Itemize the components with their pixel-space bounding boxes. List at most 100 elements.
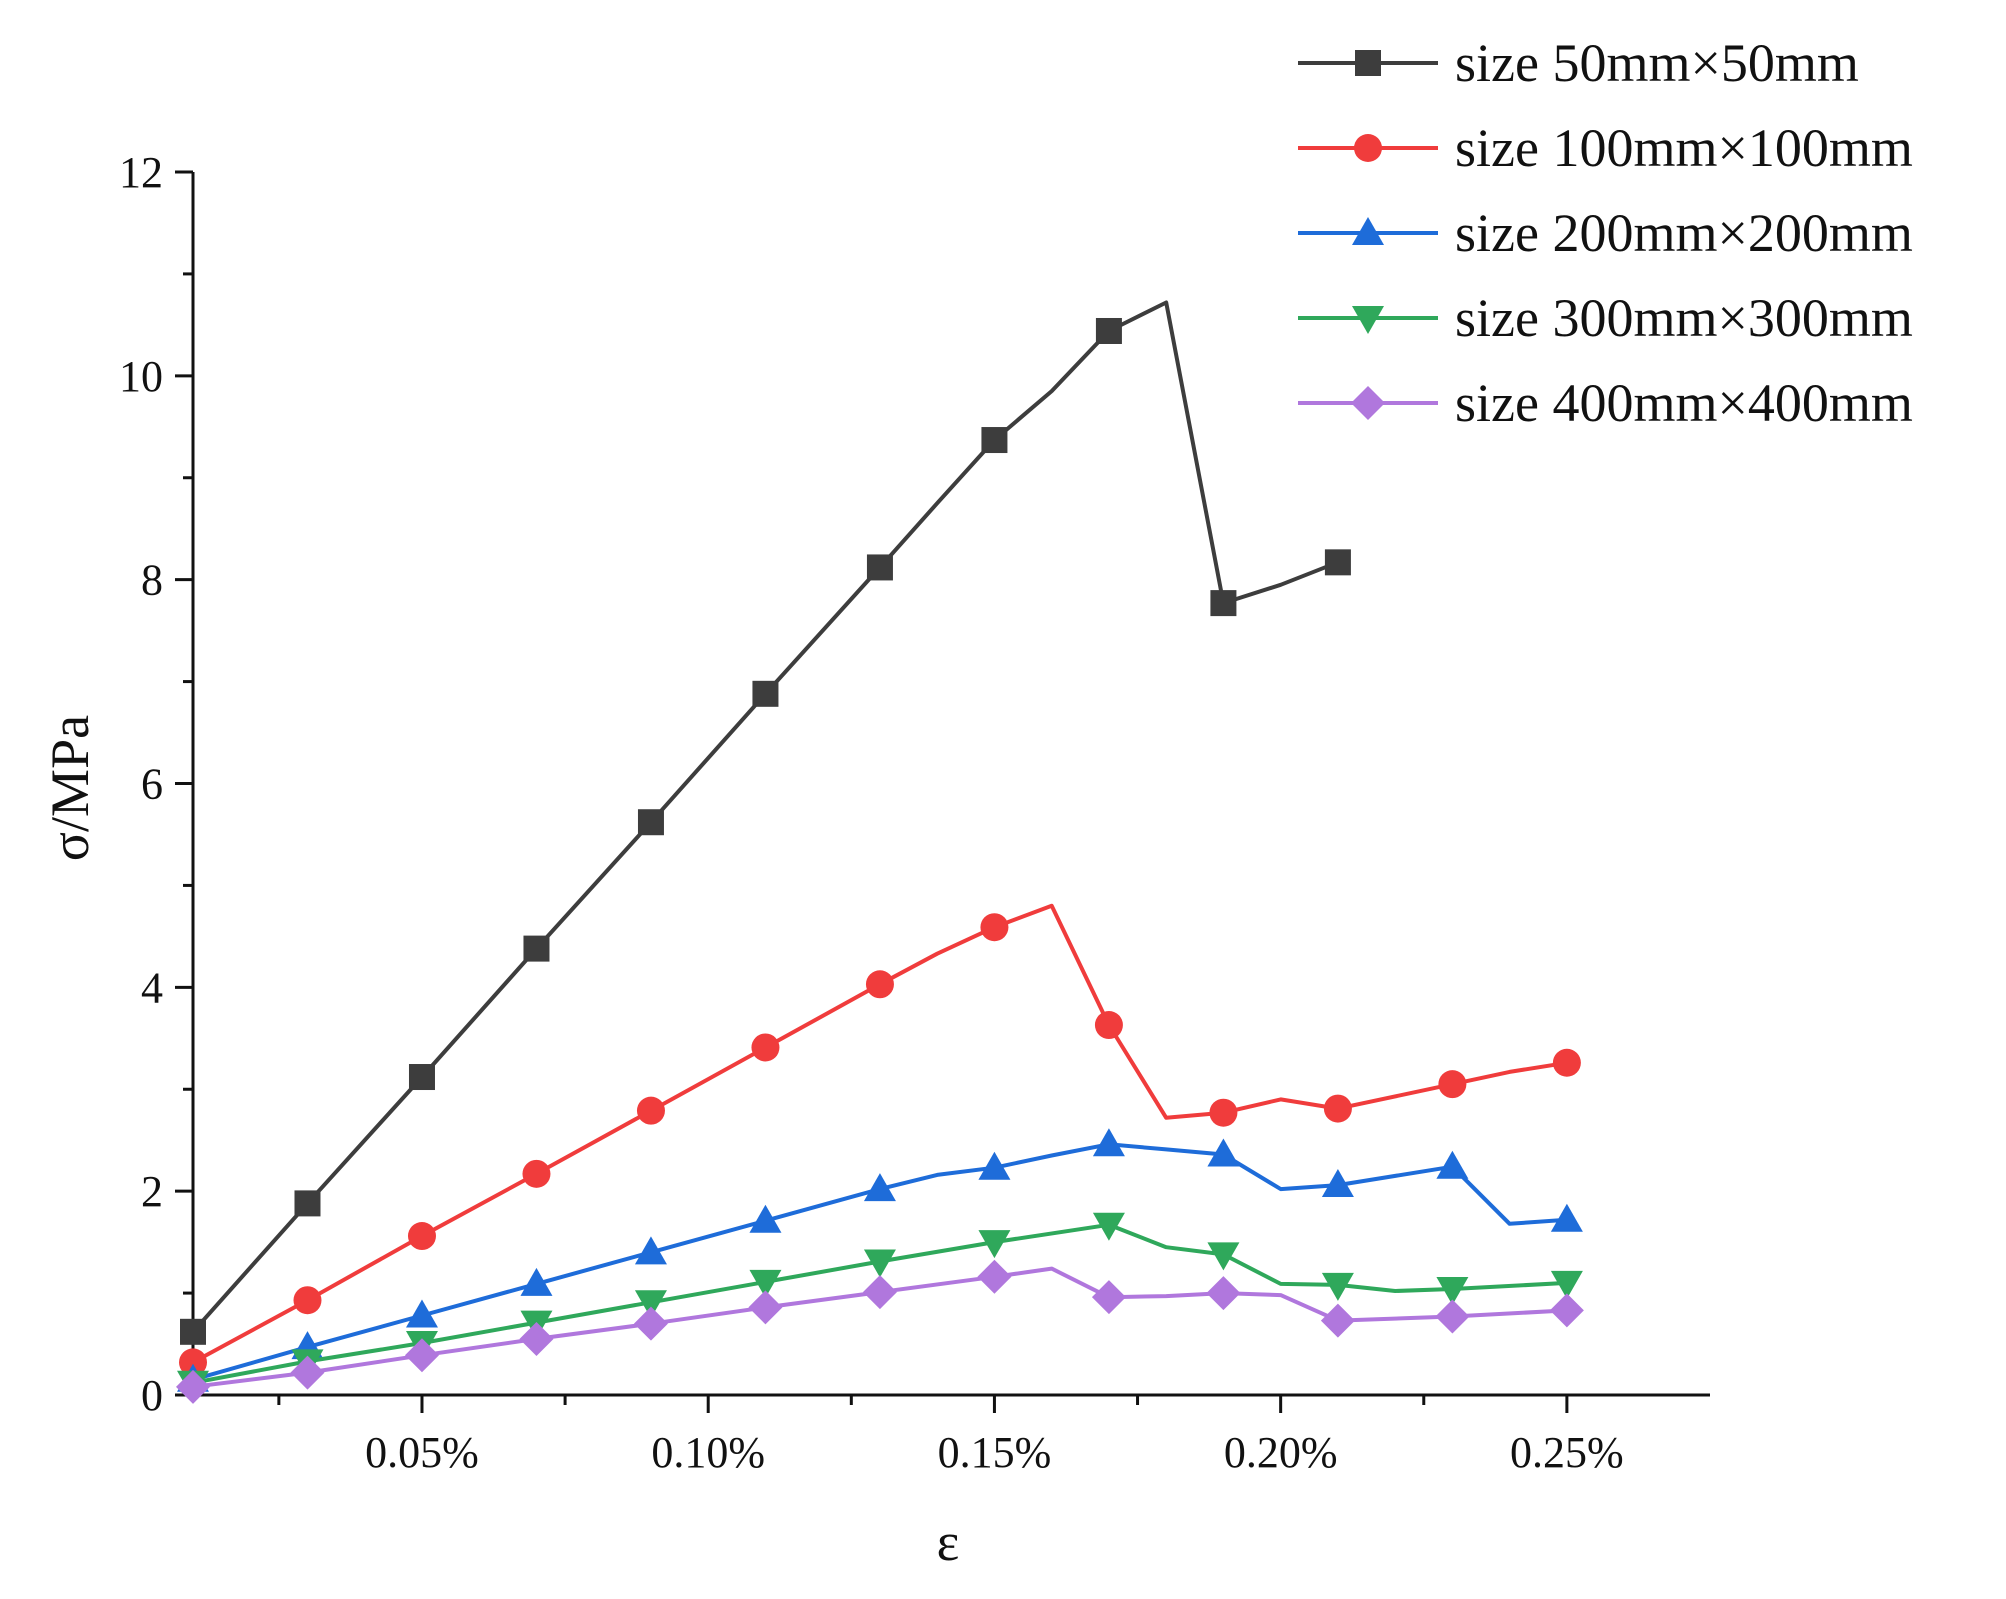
- series-line: [192, 903, 1568, 1365]
- data-point: [1549, 1293, 1584, 1328]
- data-point: [1206, 1276, 1241, 1311]
- data-point: [1552, 1048, 1581, 1077]
- legend-marker: [1351, 386, 1385, 420]
- series-4: [177, 1212, 1583, 1399]
- data-point: [636, 1096, 665, 1125]
- data-point: [519, 1321, 554, 1356]
- data-point: [1320, 1303, 1355, 1338]
- data-point: [978, 1230, 1011, 1259]
- data-point: [1209, 1098, 1238, 1127]
- data-point: [180, 1318, 206, 1345]
- axes: 0 2 4 6 8 10 12 0.05% 0.10% 0.15% 0.20% 0.25%: [119, 148, 1710, 1477]
- data-point: [1324, 549, 1351, 576]
- series-line: [192, 1266, 1568, 1389]
- data-point: [752, 680, 779, 707]
- legend-marker: [1354, 134, 1382, 162]
- series-1: [180, 300, 1351, 1345]
- data-point: [176, 1369, 210, 1404]
- x-tick-label: 0.15%: [938, 1428, 1052, 1477]
- legend-label: size 50mm×50mm: [1455, 33, 1859, 93]
- series-group: [176, 300, 1584, 1404]
- data-point: [523, 935, 550, 962]
- y-tick-label: 12: [119, 148, 163, 197]
- data-point: [981, 427, 1008, 454]
- x-tick-label: 0.10%: [651, 1428, 765, 1477]
- legend-label: size 100mm×100mm: [1455, 118, 1913, 178]
- data-point: [1550, 1203, 1583, 1232]
- legend-label: size 200mm×200mm: [1455, 203, 1913, 263]
- legend-item: size 200mm×200mm: [1298, 203, 1913, 263]
- data-point: [290, 1355, 325, 1390]
- data-point: [749, 1204, 782, 1233]
- data-point: [405, 1299, 438, 1328]
- data-point: [633, 1306, 668, 1341]
- series-line: [192, 1142, 1568, 1382]
- x-axis-title: ε: [937, 1512, 960, 1572]
- data-point: [1436, 1150, 1469, 1179]
- data-point: [1207, 1138, 1240, 1167]
- data-point: [634, 1290, 667, 1319]
- data-point: [977, 1259, 1012, 1294]
- data-point: [1092, 1212, 1125, 1241]
- data-point: [522, 1159, 551, 1188]
- legend-marker: [1352, 306, 1384, 334]
- data-point: [1321, 1169, 1354, 1198]
- x-tick-label: 0.25%: [1510, 1428, 1624, 1477]
- legend-label: size 300mm×300mm: [1455, 288, 1913, 348]
- data-point: [1210, 590, 1237, 617]
- series-line: [192, 1222, 1568, 1385]
- y-tick-label: 4: [141, 963, 163, 1012]
- data-point: [293, 1286, 322, 1315]
- data-point: [404, 1338, 439, 1373]
- data-point: [520, 1267, 553, 1296]
- data-point: [1435, 1299, 1470, 1334]
- series-2: [179, 903, 1581, 1377]
- data-point: [862, 1275, 897, 1310]
- data-point: [1091, 1280, 1126, 1315]
- data-point: [1436, 1277, 1469, 1306]
- y-tick-label: 2: [141, 1167, 163, 1216]
- legend-marker: [1352, 217, 1384, 245]
- series-line: [191, 300, 1339, 1334]
- y-tick-label: 0: [141, 1371, 163, 1420]
- data-point: [980, 913, 1009, 942]
- data-point: [294, 1190, 321, 1217]
- y-tick-label: 8: [141, 556, 163, 605]
- data-point: [748, 1290, 783, 1325]
- series-3: [177, 1128, 1583, 1392]
- data-point: [634, 1236, 667, 1265]
- data-point: [637, 809, 664, 836]
- data-point: [1095, 317, 1122, 344]
- x-tick-label: 0.05%: [365, 1428, 479, 1477]
- data-point: [863, 1249, 896, 1278]
- data-point: [408, 1064, 435, 1091]
- y-tick-label: 6: [141, 760, 163, 809]
- data-point: [866, 554, 893, 581]
- data-point: [1207, 1242, 1240, 1271]
- y-tick-label: 10: [119, 352, 163, 401]
- data-point: [865, 970, 894, 999]
- y-axis-title: σ/MPa: [40, 715, 100, 861]
- data-point: [1550, 1270, 1583, 1299]
- data-point: [179, 1348, 207, 1377]
- data-point: [863, 1173, 896, 1202]
- legend-marker: [1355, 50, 1381, 76]
- x-tick-label: 0.20%: [1224, 1428, 1338, 1477]
- data-point: [1321, 1272, 1354, 1301]
- legend-item: size 400mm×400mm: [1298, 373, 1913, 433]
- data-point: [751, 1033, 780, 1062]
- data-point: [1438, 1070, 1467, 1099]
- legend-item: size 50mm×50mm: [1298, 33, 1859, 93]
- legend: size 50mm×50mm size 100mm×100mm size 200mm…: [1298, 33, 1913, 433]
- data-point: [978, 1151, 1011, 1180]
- series-5: [176, 1259, 1584, 1404]
- data-point: [1323, 1094, 1352, 1123]
- legend-item: size 100mm×100mm: [1298, 118, 1913, 178]
- data-point: [407, 1222, 436, 1251]
- legend-item: size 300mm×300mm: [1298, 288, 1913, 348]
- data-point: [1094, 1011, 1123, 1040]
- data-point: [749, 1269, 782, 1298]
- legend-label: size 400mm×400mm: [1455, 373, 1913, 433]
- data-point: [1092, 1128, 1125, 1157]
